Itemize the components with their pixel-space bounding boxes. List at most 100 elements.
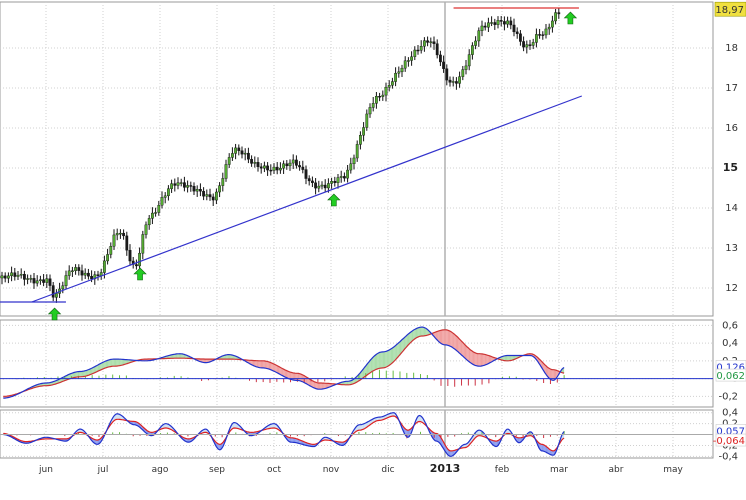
last-value-label: 0,062 xyxy=(716,371,745,382)
oscillator-fill xyxy=(494,440,496,447)
candle-body xyxy=(6,275,10,279)
candle xyxy=(461,65,465,81)
oscillator-fill xyxy=(272,363,274,371)
oscillator-fill xyxy=(105,360,107,368)
candle xyxy=(378,92,381,102)
oscillator-fill xyxy=(435,433,437,442)
oscillator-fill xyxy=(460,339,462,355)
oscillator-fill xyxy=(451,331,453,348)
oscillator-fill xyxy=(182,353,184,359)
candle-body xyxy=(147,218,151,226)
candle xyxy=(64,270,68,290)
candle-body xyxy=(311,180,314,183)
candle-body xyxy=(246,152,250,160)
candle xyxy=(304,165,308,185)
price-series xyxy=(0,7,561,303)
oscillator-fill xyxy=(385,351,387,368)
oscillator-fill xyxy=(227,354,229,360)
candle-body xyxy=(535,34,538,43)
candle-body xyxy=(198,189,202,192)
candle-body xyxy=(330,181,333,184)
candle-body xyxy=(166,188,170,197)
oscillator-fill xyxy=(555,369,557,380)
oscillator-fill xyxy=(324,437,326,441)
oscillator-fill xyxy=(381,416,383,421)
oscillator-fill xyxy=(435,331,437,340)
oscillator-fill xyxy=(451,450,453,457)
oscillator-fill xyxy=(380,351,382,369)
oscillator-fill xyxy=(118,359,120,366)
oscillator-fill xyxy=(88,369,90,376)
candle xyxy=(538,28,542,39)
oscillator-fill xyxy=(437,433,439,443)
oscillator-fill xyxy=(276,365,278,374)
candle-body xyxy=(291,159,295,164)
oscillator-fill xyxy=(388,349,390,366)
candle xyxy=(269,164,273,176)
candle-body xyxy=(474,40,477,46)
oscillator-fill xyxy=(120,359,122,366)
oscillator-fill xyxy=(542,444,544,452)
oscillator-fill xyxy=(114,414,117,421)
last-value-badge: -0,064 xyxy=(713,433,746,447)
oscillator-fill xyxy=(165,423,167,429)
y-tick-label: 0,4 xyxy=(722,338,738,349)
candle-body xyxy=(547,26,551,30)
candle xyxy=(227,153,231,168)
oscillator-fill xyxy=(251,360,253,366)
candle-body xyxy=(106,254,110,262)
oscillator-fill xyxy=(390,348,392,365)
oscillator-fill xyxy=(398,341,400,357)
candle xyxy=(35,275,39,287)
candle xyxy=(179,178,183,187)
oscillator-fill xyxy=(116,413,118,420)
oscillator-fill xyxy=(373,355,375,371)
oscillator-fill xyxy=(436,433,438,442)
candle-body xyxy=(282,163,285,169)
oscillator-fill xyxy=(292,437,294,443)
oscillator-fill xyxy=(95,439,97,445)
oscillator-fill xyxy=(287,370,289,379)
oscillator-fill xyxy=(170,354,172,359)
oscillator-fill xyxy=(407,333,410,346)
oscillator-fill xyxy=(273,423,275,429)
candle xyxy=(45,274,49,288)
candle xyxy=(343,172,346,182)
oscillator-fill xyxy=(461,341,463,357)
candle-body xyxy=(279,167,282,171)
candle-body xyxy=(240,150,244,155)
oscillator-fill xyxy=(275,364,277,373)
oscillator-fill xyxy=(463,444,465,448)
oscillator-fill xyxy=(101,362,103,370)
oscillator-fill xyxy=(484,354,486,366)
candle-body xyxy=(77,267,81,271)
oscillator-fill xyxy=(448,450,451,457)
candle-body xyxy=(272,166,276,171)
oscillator-fill xyxy=(167,423,169,429)
oscillator-fill xyxy=(289,437,291,443)
candle xyxy=(471,42,474,60)
oscillator-fill xyxy=(456,336,459,352)
candle-body xyxy=(362,127,365,136)
candle-body xyxy=(483,25,487,28)
candle-body xyxy=(13,272,17,277)
y-tick-label: 14 xyxy=(725,203,738,214)
candle xyxy=(230,147,234,161)
oscillator-fill xyxy=(252,360,255,366)
oscillator-fill xyxy=(45,383,47,386)
candle xyxy=(368,103,372,118)
candle xyxy=(285,160,289,170)
candle-body xyxy=(144,224,148,235)
candle-body xyxy=(445,68,449,81)
oscillator-fill xyxy=(106,360,109,368)
candle-body xyxy=(493,22,497,25)
candle xyxy=(23,270,26,286)
candle-body xyxy=(122,232,126,237)
oscillator-fill xyxy=(207,359,209,363)
oscillator-fill xyxy=(350,380,353,385)
candle-body xyxy=(275,166,279,171)
oscillator-fill xyxy=(347,381,349,385)
oscillator-fill xyxy=(363,367,365,378)
candle xyxy=(202,187,205,201)
